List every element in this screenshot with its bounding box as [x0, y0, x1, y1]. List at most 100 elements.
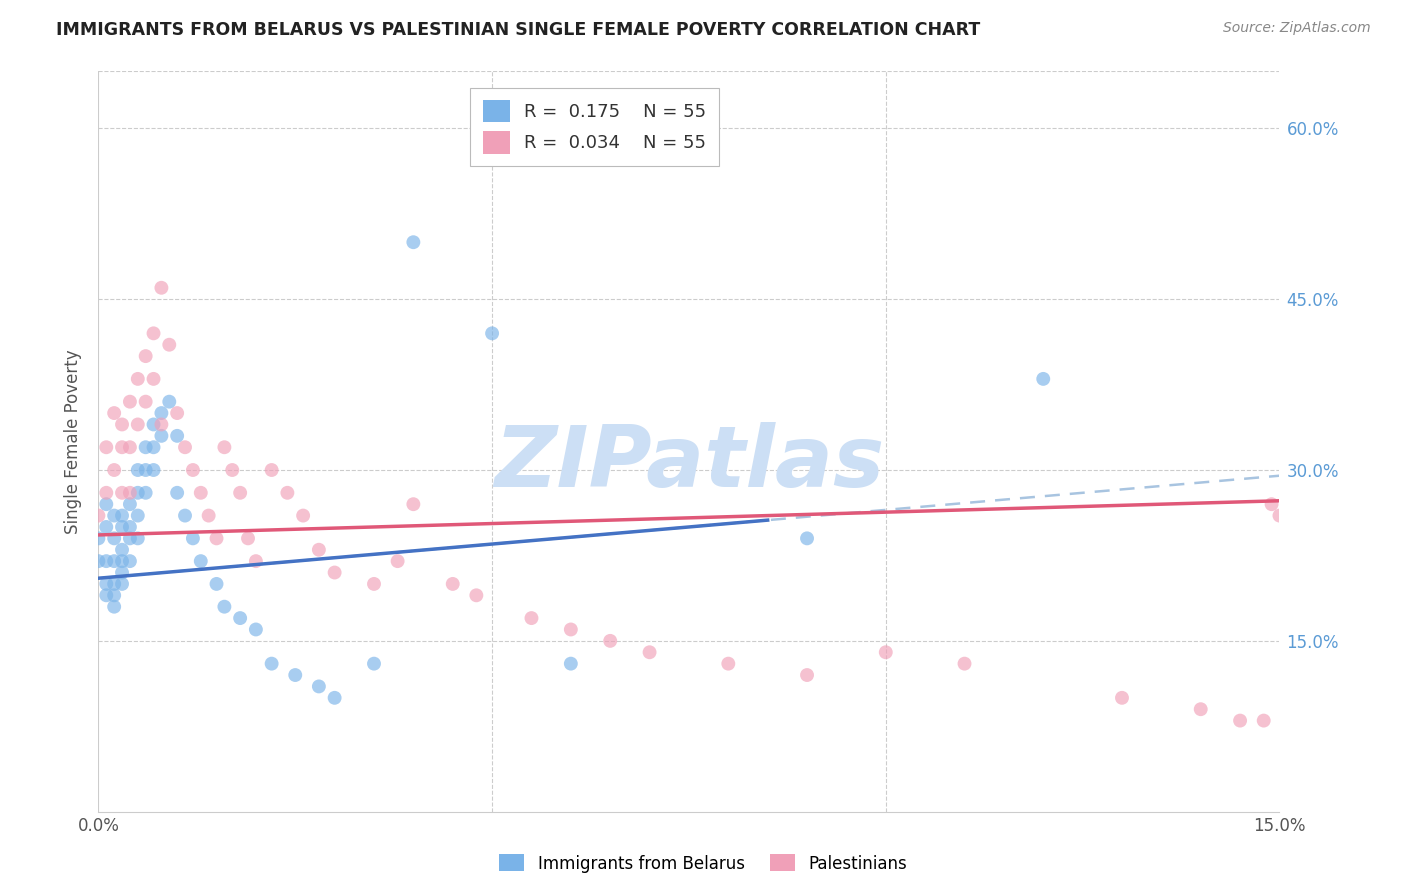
Point: [796, 668, 818, 682]
Point: [166, 429, 188, 443]
Point: [308, 680, 330, 694]
Point: [111, 440, 134, 454]
Point: [1260, 497, 1282, 511]
Point: [135, 463, 157, 477]
Point: [142, 417, 165, 432]
Point: [111, 508, 134, 523]
Point: [111, 542, 134, 557]
Point: [111, 485, 134, 500]
Point: [181, 532, 204, 546]
Point: [103, 406, 125, 420]
Point: [190, 554, 212, 568]
Point: [127, 463, 149, 477]
Point: [245, 554, 267, 568]
Point: [953, 657, 976, 671]
Point: [1229, 714, 1251, 728]
Point: [560, 623, 582, 637]
Point: [229, 611, 252, 625]
Point: [157, 337, 180, 351]
Point: [214, 440, 236, 454]
Point: [111, 577, 134, 591]
Point: [260, 657, 283, 671]
Point: [292, 508, 315, 523]
Point: [142, 326, 165, 341]
Point: [111, 417, 134, 432]
Point: [465, 588, 488, 602]
Point: [96, 577, 118, 591]
Point: [236, 532, 259, 546]
Point: [323, 690, 346, 705]
Point: [118, 520, 141, 534]
Text: IMMIGRANTS FROM BELARUS VS PALESTINIAN SINGLE FEMALE POVERTY CORRELATION CHART: IMMIGRANTS FROM BELARUS VS PALESTINIAN S…: [56, 21, 980, 38]
Point: [96, 554, 118, 568]
Point: [560, 657, 582, 671]
Legend: R =  0.175    N = 55, R =  0.034    N = 55: R = 0.175 N = 55, R = 0.034 N = 55: [470, 87, 718, 166]
Point: [118, 440, 141, 454]
Point: [205, 577, 228, 591]
Point: [150, 406, 173, 420]
Point: [111, 520, 134, 534]
Point: [402, 497, 425, 511]
Point: [111, 566, 134, 580]
Point: [103, 463, 125, 477]
Point: [363, 657, 385, 671]
Point: [1111, 690, 1133, 705]
Point: [875, 645, 897, 659]
Point: [135, 349, 157, 363]
Point: [118, 394, 141, 409]
Point: [174, 440, 197, 454]
Point: [387, 554, 409, 568]
Point: [402, 235, 425, 250]
Point: [1268, 508, 1291, 523]
Point: [96, 520, 118, 534]
Y-axis label: Single Female Poverty: Single Female Poverty: [65, 350, 83, 533]
Point: [118, 554, 141, 568]
Point: [181, 463, 204, 477]
Point: [197, 508, 219, 523]
Point: [205, 532, 228, 546]
Point: [103, 532, 125, 546]
Point: [1253, 714, 1275, 728]
Point: [142, 463, 165, 477]
Point: [190, 485, 212, 500]
Point: [1032, 372, 1054, 386]
Point: [323, 566, 346, 580]
Point: [142, 440, 165, 454]
Point: [103, 577, 125, 591]
Point: [150, 429, 173, 443]
Point: [127, 417, 149, 432]
Point: [174, 508, 197, 523]
Point: [127, 372, 149, 386]
Point: [276, 485, 298, 500]
Point: [260, 463, 283, 477]
Point: [214, 599, 236, 614]
Point: [363, 577, 385, 591]
Point: [87, 554, 110, 568]
Point: [111, 554, 134, 568]
Point: [127, 532, 149, 546]
Point: [118, 497, 141, 511]
Point: [308, 542, 330, 557]
Text: ZIPatlas: ZIPatlas: [494, 422, 884, 505]
Point: [96, 588, 118, 602]
Point: [103, 588, 125, 602]
Point: [103, 599, 125, 614]
Point: [103, 554, 125, 568]
Point: [127, 485, 149, 500]
Point: [142, 372, 165, 386]
Point: [96, 440, 118, 454]
Text: Source: ZipAtlas.com: Source: ZipAtlas.com: [1223, 21, 1371, 35]
Point: [135, 485, 157, 500]
Point: [638, 645, 661, 659]
Legend: Immigrants from Belarus, Palestinians: Immigrants from Belarus, Palestinians: [492, 847, 914, 880]
Point: [796, 532, 818, 546]
Point: [441, 577, 464, 591]
Point: [135, 440, 157, 454]
Point: [157, 394, 180, 409]
Point: [103, 508, 125, 523]
Point: [127, 508, 149, 523]
Point: [150, 281, 173, 295]
Point: [118, 532, 141, 546]
Point: [87, 532, 110, 546]
Point: [166, 406, 188, 420]
